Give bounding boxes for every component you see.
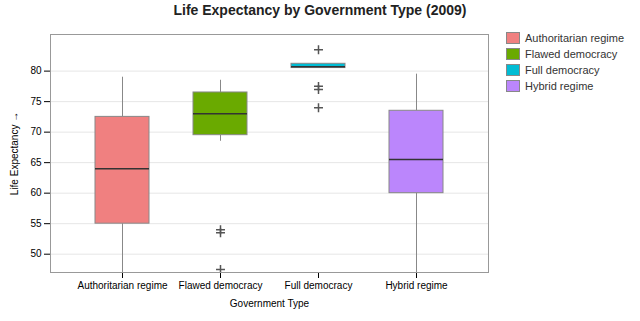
svg-text:80: 80 xyxy=(30,65,42,76)
svg-text:50: 50 xyxy=(30,248,42,259)
svg-text:60: 60 xyxy=(30,187,42,198)
svg-text:70: 70 xyxy=(30,126,42,137)
svg-text:Authoritarian regime: Authoritarian regime xyxy=(77,280,167,291)
svg-text:55: 55 xyxy=(30,218,42,229)
svg-text:Flawed democracy: Flawed democracy xyxy=(179,280,263,291)
html-text:Life Expectancy by Government: Life Expectancy by Government Type (2009… xyxy=(173,2,467,18)
svg-text:Government Type: Government Type xyxy=(230,298,310,309)
html-text:Hybrid regime: Hybrid regime xyxy=(525,80,594,92)
html-text:Authoritarian regime: Authoritarian regime xyxy=(525,32,625,44)
svg-text:Hybrid regime: Hybrid regime xyxy=(385,280,448,291)
html-text:Flawed democracy: Flawed democracy xyxy=(525,48,618,60)
svg-text:75: 75 xyxy=(30,96,42,107)
svg-text:Life Expectancy →: Life Expectancy → xyxy=(9,112,20,195)
svg-text:65: 65 xyxy=(30,157,42,168)
html-text:Full democracy: Full democracy xyxy=(525,64,600,76)
svg-text:Full democracy: Full democracy xyxy=(285,280,353,291)
